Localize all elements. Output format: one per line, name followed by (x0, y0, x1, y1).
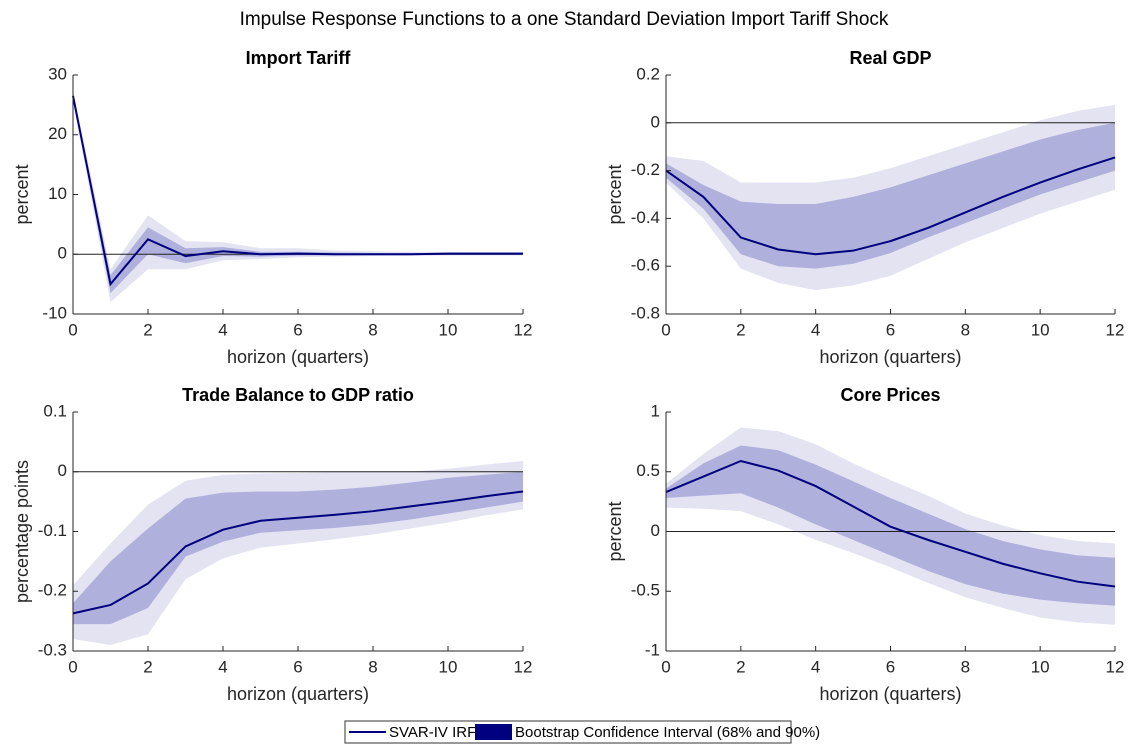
x-tick-label: 0 (68, 320, 77, 339)
x-axis-label: horizon (quarters) (819, 684, 961, 704)
x-tick-label: 4 (218, 320, 227, 339)
x-tick-label: 12 (1106, 657, 1125, 676)
confidence-band (666, 445, 1115, 606)
y-axis-label: percent (605, 501, 625, 561)
y-tick-label: 0 (651, 112, 660, 131)
x-axis-label: horizon (quarters) (819, 347, 961, 367)
y-tick-label: -0.5 (631, 581, 660, 600)
irf-line (72, 95, 523, 287)
y-tick-label: 0 (58, 461, 67, 480)
subplot-title: Real GDP (849, 48, 931, 68)
y-tick-label: -0.3 (38, 640, 67, 659)
legend-label: SVAR-IV IRF (389, 724, 476, 741)
y-tick-label: -0.8 (631, 303, 660, 322)
y-tick-label: 0.2 (636, 64, 660, 83)
y-tick-label: -0.6 (631, 256, 660, 275)
y-tick-label: 30 (48, 64, 67, 83)
x-tick-label: 6 (293, 320, 302, 339)
x-tick-label: 2 (143, 320, 152, 339)
y-axis-label: percent (12, 164, 32, 224)
x-tick-label: 2 (736, 320, 745, 339)
x-tick-label: 4 (218, 657, 227, 676)
x-tick-label: 6 (886, 320, 895, 339)
x-tick-label: 0 (661, 320, 670, 339)
x-tick-label: 2 (736, 657, 745, 676)
x-tick-label: 8 (961, 320, 970, 339)
x-tick-label: 0 (661, 657, 670, 676)
x-tick-label: 12 (514, 657, 533, 676)
legend: SVAR-IV IRF Bootstrap Confidence Interva… (344, 720, 820, 744)
x-tick-label: 10 (439, 320, 458, 339)
y-tick-label: -10 (42, 303, 67, 322)
x-tick-label: 10 (439, 657, 458, 676)
x-tick-label: 4 (811, 320, 820, 339)
confidence-band (666, 122, 1115, 269)
x-tick-label: 8 (961, 657, 970, 676)
y-tick-label: 0.1 (43, 401, 67, 420)
y-tick-label: 10 (48, 184, 67, 203)
x-tick-label: 10 (1031, 657, 1050, 676)
irf-line (665, 459, 1116, 588)
subplot: -0.3 -0.2 -0.1 0 0.1 0 2 4 6 8 10 12 Trade Balance t… (12, 385, 533, 704)
x-tick-label: 6 (293, 657, 302, 676)
subplot-title: Trade Balance to GDP ratio (182, 385, 414, 405)
y-axis-label: percent (605, 164, 625, 224)
figure-title: Impulse Response Functions to a one Stan… (240, 9, 889, 30)
x-tick-label: 8 (368, 320, 377, 339)
x-axis-label: horizon (quarters) (227, 347, 369, 367)
y-tick-label: -1 (645, 640, 660, 659)
y-tick-label: 0 (651, 521, 660, 540)
y-tick-label: -0.4 (631, 208, 660, 227)
x-tick-label: 12 (1106, 320, 1125, 339)
y-tick-label: -0.1 (38, 521, 67, 540)
y-tick-label: 0 (58, 244, 67, 263)
x-tick-label: 0 (68, 657, 77, 676)
y-tick-label: 1 (651, 401, 660, 420)
subplot-title: Core Prices (840, 385, 940, 405)
confidence-band (73, 471, 523, 625)
x-tick-label: 6 (886, 657, 895, 676)
irf-line (665, 156, 1116, 256)
x-tick-label: 12 (514, 320, 533, 339)
legend-box (344, 720, 792, 744)
y-axis-label: percentage points (12, 460, 32, 603)
subplot-title: Import Tariff (246, 48, 352, 68)
x-tick-label: 4 (811, 657, 820, 676)
y-tick-label: 20 (48, 124, 67, 143)
legend-swatch (475, 724, 512, 740)
legend-label: Bootstrap Confidence Interval (68% and 9… (515, 724, 820, 741)
x-tick-label: 2 (143, 657, 152, 676)
y-tick-label: -0.2 (38, 581, 67, 600)
irf-line (72, 490, 524, 615)
x-tick-label: 8 (368, 657, 377, 676)
x-tick-label: 10 (1031, 320, 1050, 339)
y-tick-label: 0.5 (636, 461, 660, 480)
x-axis-label: horizon (quarters) (227, 684, 369, 704)
subplot: -0.8 -0.6 -0.4 -0.2 0 0.2 0 2 4 6 8 10 12 Real GDP hor… (605, 48, 1125, 367)
y-tick-label: -0.2 (631, 160, 660, 179)
